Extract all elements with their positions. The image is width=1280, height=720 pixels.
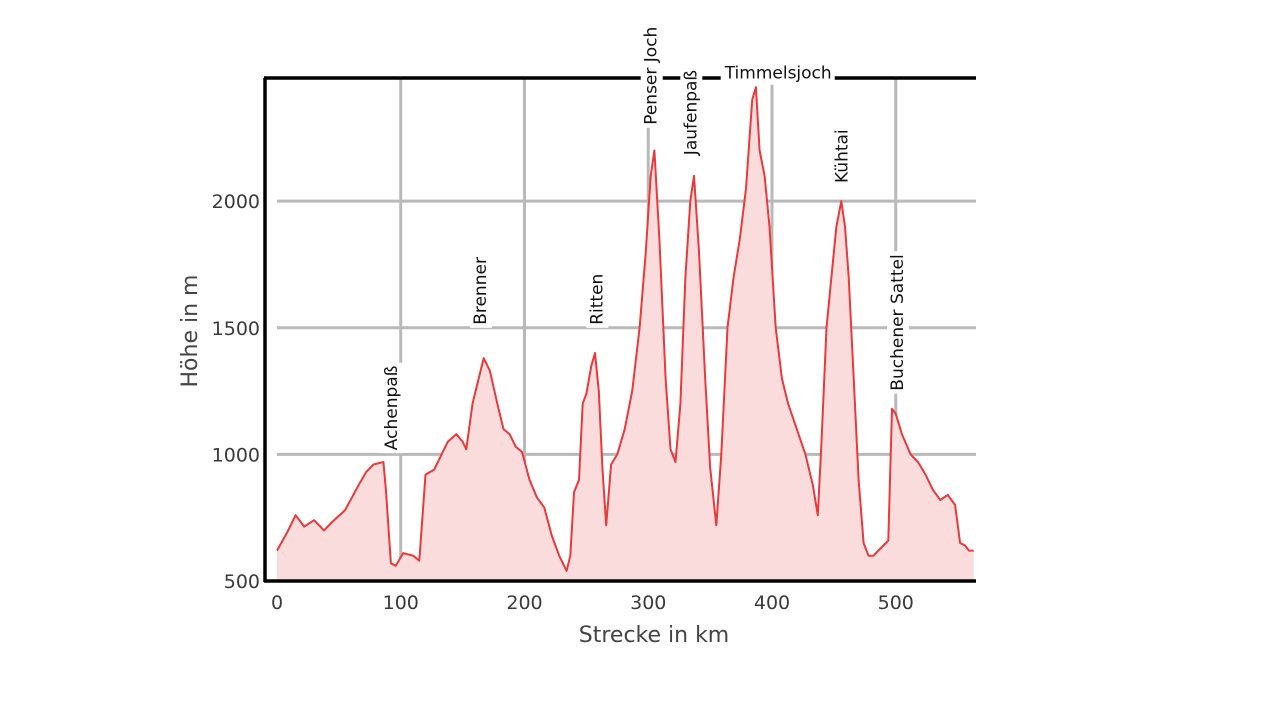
- peak-label-background: [887, 251, 909, 394]
- peak-label-background: [720, 62, 835, 85]
- y-tick-label: 2000: [212, 191, 260, 213]
- y-axis-title: Höhe in m: [178, 275, 203, 388]
- peak-label-group: Ritten: [586, 270, 609, 328]
- x-tick-label: 400: [754, 592, 790, 614]
- peak-label: Jaufenpaß: [681, 70, 701, 156]
- peak-label-group: Timmelsjoch: [720, 62, 835, 85]
- x-tick-label: 500: [878, 592, 914, 614]
- peak-label-group: Brenner: [470, 254, 492, 328]
- x-axis-title: Strecke in km: [579, 623, 730, 648]
- peak-label-background: [831, 126, 854, 186]
- peak-label: Ritten: [587, 274, 607, 325]
- y-tick-label: 1000: [212, 444, 260, 466]
- peak-label-group: Jaufenpaß: [680, 66, 703, 160]
- x-tick-label: 100: [383, 592, 419, 614]
- peak-label: Brenner: [471, 257, 491, 325]
- peak-label-background: [470, 254, 492, 328]
- peak-label-background: [680, 66, 703, 160]
- y-axis-ticks: 500 1000 1500 2000: [212, 191, 260, 593]
- x-tick-label: 0: [271, 592, 283, 614]
- x-tick-label: 200: [506, 592, 542, 614]
- plot-frame: [263, 76, 976, 583]
- peak-label-group: Penser Joch: [640, 23, 663, 128]
- peak-label-group: Kühtai: [831, 126, 854, 186]
- peak-label: Penser Joch: [642, 27, 662, 125]
- elevation-area-fill: [277, 87, 974, 581]
- y-tick-label: 1500: [212, 318, 260, 340]
- x-tick-label: 300: [630, 592, 666, 614]
- peak-label: Timmelsjoch: [724, 64, 832, 84]
- peak-label-group: Buchener Sattel: [887, 251, 909, 394]
- peak-label: Kühtai: [832, 129, 852, 183]
- peak-label: Buchener Sattel: [888, 254, 908, 390]
- peak-label-background: [380, 362, 403, 454]
- elevation-line: [276, 86, 974, 572]
- peak-label: Achenpaß: [382, 366, 402, 451]
- peak-label-group: Achenpaß: [380, 362, 403, 454]
- x-axis-ticks: 0 100 200 300 400 500: [271, 592, 914, 614]
- peak-annotations: Achenpaß Brenner Ritten Penser Joch Jaufenpa…: [380, 23, 909, 454]
- peak-label-background: [586, 270, 609, 328]
- y-tick-label: 500: [224, 571, 260, 593]
- peak-label-background: [640, 23, 663, 128]
